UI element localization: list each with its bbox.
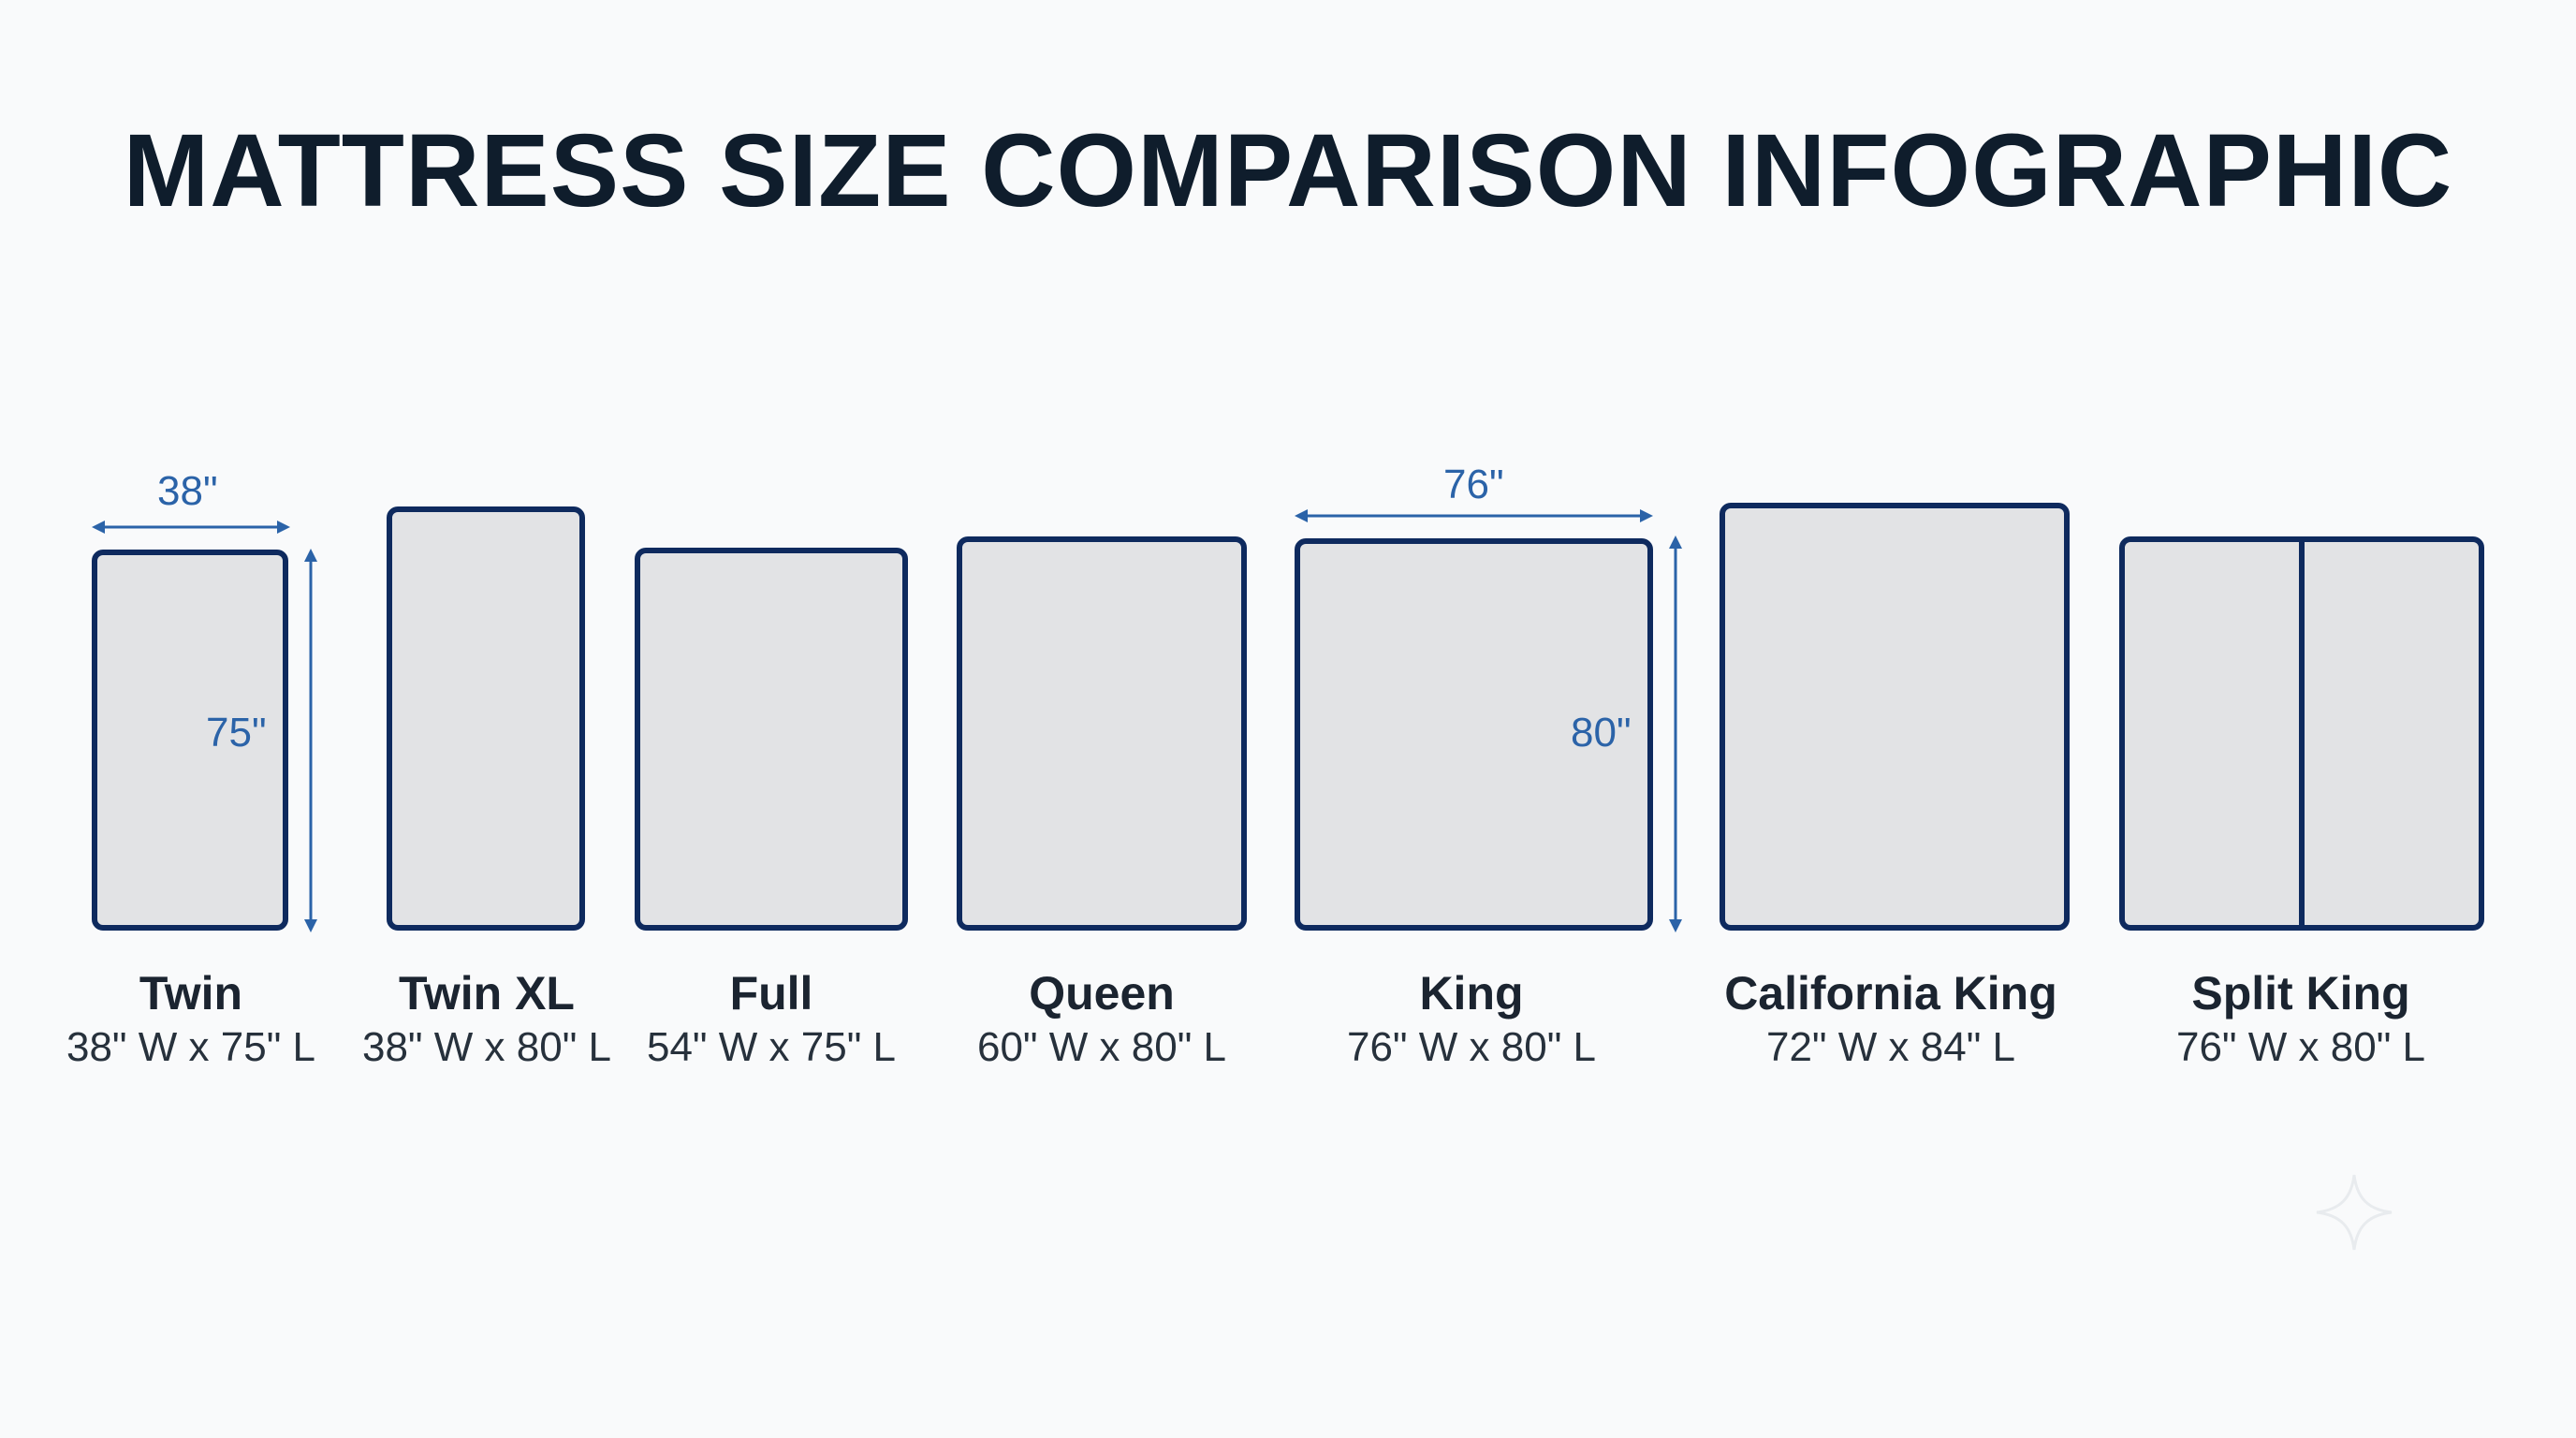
caption-california-king: California King 72" W x 84" L	[1704, 968, 2078, 1073]
mattress-queen	[957, 536, 1247, 931]
split-divider	[2299, 542, 2305, 925]
twin-length-label: 75"	[206, 710, 267, 756]
twin-width-label: 38"	[157, 468, 218, 514]
king-length-arrowhead-bottom	[1669, 919, 1682, 932]
mattress-dims: 54" W x 75" L	[646, 1024, 897, 1070]
mattress-split-king	[2119, 536, 2484, 931]
caption-twin: Twin 38" W x 75" L	[4, 968, 378, 1073]
king-length-arrowhead-top	[1669, 536, 1682, 549]
king-width-arrowhead-right	[1640, 509, 1653, 522]
caption-king: King 76" W x 80" L	[1284, 968, 1659, 1073]
caption-split-king: Split King 76" W x 80" L	[2114, 968, 2488, 1073]
mattress-full	[635, 548, 908, 931]
mattress-name: King	[1419, 967, 1524, 1020]
sparkle-icon	[2316, 1174, 2393, 1251]
twin-width-arrowhead-left	[92, 521, 105, 534]
caption-twin-xl: Twin XL 38" W x 80" L	[300, 968, 674, 1073]
mattress-dims: 38" W x 80" L	[361, 1024, 612, 1070]
mattress-dims: 72" W x 84" L	[1765, 1024, 2016, 1070]
king-width-label: 76"	[1443, 462, 1504, 507]
page-title: MATTRESS SIZE COMPARISON INFOGRAPHIC	[123, 113, 2453, 228]
mattress-dims: 76" W x 80" L	[1346, 1024, 1597, 1070]
king-length-label: 80"	[1571, 710, 1632, 756]
mattress-name: Full	[729, 967, 813, 1020]
twin-length-arrowhead-bottom	[304, 919, 317, 932]
twin-width-arrowhead-right	[277, 521, 290, 534]
twin-length-arrowhead-top	[304, 549, 317, 562]
mattress-california-king	[1720, 503, 2070, 931]
mattress-dims: 60" W x 80" L	[976, 1024, 1227, 1070]
caption-full: Full 54" W x 75" L	[584, 968, 959, 1073]
mattress-dims: 38" W x 75" L	[66, 1024, 316, 1070]
mattress-name: Twin XL	[399, 967, 575, 1020]
caption-queen: Queen 60" W x 80" L	[915, 968, 1289, 1073]
mattress-name: Queen	[1029, 967, 1175, 1020]
mattress-dims: 76" W x 80" L	[2175, 1024, 2426, 1070]
mattress-name: Split King	[2191, 967, 2410, 1020]
mattress-twin	[92, 550, 288, 931]
mattress-king	[1295, 538, 1653, 931]
mattress-twin-xl	[387, 506, 585, 931]
mattress-name: Twin	[139, 967, 243, 1020]
king-width-arrowhead-left	[1295, 509, 1308, 522]
mattress-name: California King	[1724, 967, 2057, 1020]
